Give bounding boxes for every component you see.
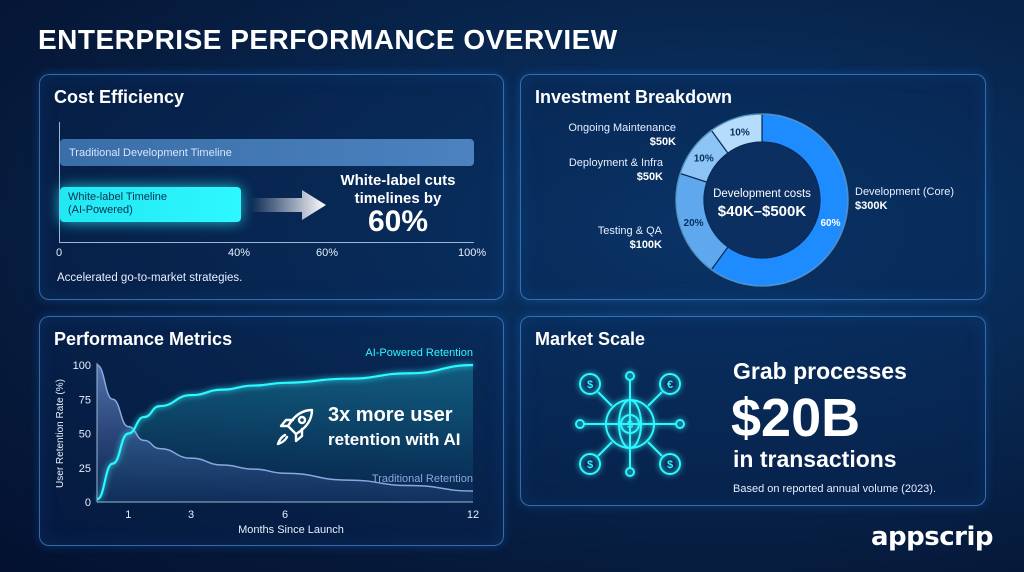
perf-ylabel: User Retention Rate (%) [55,379,66,488]
cut-text-line-1: White-label cuts [340,172,456,189]
market-line-1: Grab processes [733,358,907,384]
rocket-icon [276,408,314,446]
label-testing-qa: Testing & QA $100K [560,224,662,252]
white-label-cut-text: White-label cuts timelines by [326,172,470,208]
cost-efficiency-title: Cost Efficiency [54,87,185,107]
cost-x-axis [59,242,474,243]
perf-ytick-100: 100 [73,360,91,372]
label-development-core: Development (Core) $300K [855,185,954,213]
cost-y-axis [59,122,60,242]
cut-text-line-2: timelines by [354,190,442,207]
cut-percentage: 60% [367,205,429,238]
label-development-core-name: Development (Core) [855,186,955,198]
donut-hole [705,143,819,257]
retention-chart: 0 25 50 75 100 1 3 6 12 Months Since Launch User R… [55,347,479,536]
investment-breakdown-title: Investment Breakdown [535,87,733,107]
svg-text:$: $ [587,459,593,471]
label-ongoing-maintenance: Ongoing Maintenance $50K [540,121,676,149]
svg-text:$: $ [667,459,673,471]
right-arrow-icon [250,190,326,220]
label-testing-qa-value: $100K [629,239,662,251]
cost-tick-100: 100% [458,247,487,259]
global-finance-network-icon: $ $ € $ $ [575,371,685,477]
perf-xtick-3: 3 [188,509,194,521]
svg-text:$: $ [587,379,593,391]
label-testing-qa-name: Testing & QA [597,225,662,237]
label-deployment-infra-name: Deployment & Infra [568,157,663,169]
white-label-timeline-bar: White-label Timeline (AI-Powered) [60,187,241,222]
brand-logo: appscrip [871,522,994,552]
traditional-retention-line [96,364,474,492]
white-label-timeline-label: White-label Timeline [68,191,168,203]
label-ongoing-maintenance-name: Ongoing Maintenance [568,122,676,134]
market-line-3: in transactions [733,446,897,472]
cost-tick-0: 0 [56,247,63,259]
legend-traditional-retention: Traditional Retention [372,473,473,485]
cost-note: Accelerated go-to-market strategies. [57,272,243,284]
page-title: ENTERPRISE PERFORMANCE OVERVIEW [38,24,618,55]
donut-center-value: $40K–$500K [717,203,807,220]
perf-xtick-6: 6 [282,509,288,521]
market-note: Based on reported annual volume (2023). [733,483,937,495]
traditional-retention-area [97,365,473,502]
traditional-timeline-bar: Traditional Development Timeline [60,139,474,166]
performance-metrics-title: Performance Metrics [54,329,233,349]
label-development-core-value: $300K [855,200,888,212]
market-scale-title: Market Scale [535,329,646,349]
market-value: $20B [731,388,861,448]
cost-tick-60: 60% [316,247,339,259]
cost-tick-40: 40% [228,247,251,259]
svg-text:$: $ [627,419,633,431]
traditional-timeline-label: Traditional Development Timeline [69,147,232,159]
perf-ytick-25: 25 [79,463,91,475]
perf-xlabel: Months Since Launch [238,524,344,536]
perf-ytick-75: 75 [79,394,91,406]
legend-ai-retention: AI-Powered Retention [365,347,473,359]
donut-outer-ring [675,113,849,287]
ai-retention-line [96,363,474,501]
label-deployment-infra-value: $50K [636,171,663,183]
market-scale-panel: Market Scale [520,316,986,506]
donut-pct-label-0: 60% [820,218,840,229]
donut-center-label: Development costs [713,188,811,200]
donut-pct-label-3: 10% [730,128,750,139]
investment-donut-chart: 60% 20% 10% 10% [675,113,849,287]
retention-callout-line-1: 3x more user [328,404,453,426]
retention-callout-line-2: retention with AI [328,430,461,449]
white-label-timeline-sublabel: (AI-Powered) [68,204,133,216]
perf-ytick-0: 0 [85,497,91,509]
perf-xtick-1: 1 [125,509,131,521]
perf-ytick-50: 50 [79,429,91,441]
label-deployment-infra: Deployment & Infra $50K [540,156,663,184]
perf-xtick-12: 12 [467,509,479,521]
donut-pct-label-1: 20% [684,218,704,229]
donut-pct-label-2: 10% [694,154,714,165]
label-ongoing-maintenance-value: $50K [649,136,676,148]
svg-text:€: € [667,379,673,391]
